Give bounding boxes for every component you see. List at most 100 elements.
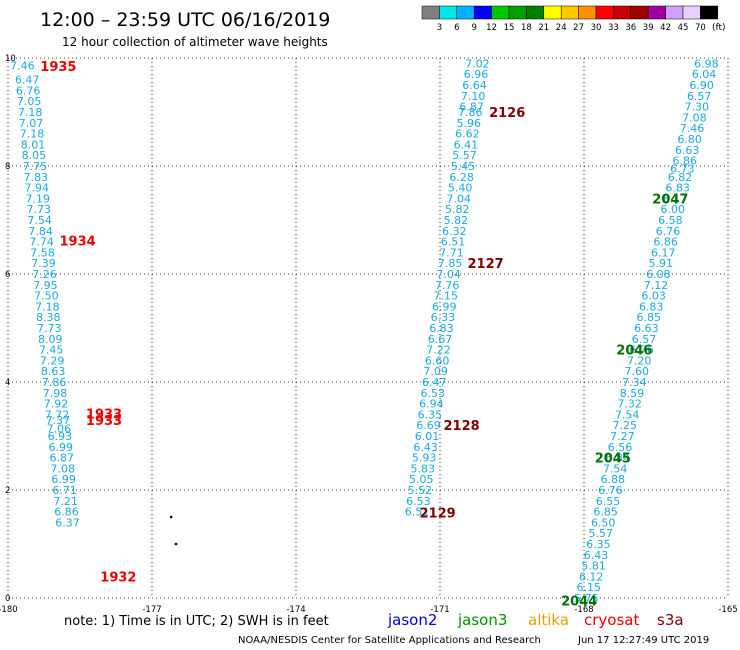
wave-height-value: 6.86 <box>54 506 79 519</box>
wave-height-value: 6.86 <box>673 155 698 168</box>
wave-height-value: 7.08 <box>50 462 75 475</box>
wave-height-value: 5.83 <box>410 462 435 475</box>
wave-height-value: 6.96 <box>464 68 489 81</box>
wave-height-value: 7.37 <box>46 414 71 427</box>
colorbar-swatch <box>665 5 684 20</box>
wave-height-value: 7.46 <box>10 60 35 73</box>
colorbar-swatch <box>647 5 666 20</box>
wave-height-value: 5.96 <box>457 117 482 130</box>
wave-height-value: 7.29 <box>40 354 65 367</box>
colorbar-label: 33 <box>608 23 619 33</box>
pass-time-label: 2047 <box>652 192 688 207</box>
y-tick-label: 4 <box>5 378 10 388</box>
wave-height-value: 7.09 <box>423 365 448 378</box>
wave-height-value: 6.63 <box>675 144 700 157</box>
wave-height-value: 6.08 <box>646 268 671 281</box>
wave-height-value: 7.71 <box>439 246 464 259</box>
colorbar-swatch <box>439 5 458 20</box>
colorbar: 3 6 9 12 15 18 21 24 27 30 33 36 39 42 45 70 <box>421 5 719 33</box>
colorbar-swatch <box>508 5 527 20</box>
satellite-legend-item: s3a <box>657 611 684 629</box>
wave-height-value: 6.64 <box>462 79 487 92</box>
colorbar-label: 39 <box>643 23 654 33</box>
colorbar-swatch <box>700 5 719 20</box>
wave-height-value: 6.63 <box>634 322 659 335</box>
colorbar-label: 15 <box>504 23 515 33</box>
colorbar-swatch <box>473 5 492 20</box>
wave-height-value: 6.93 <box>48 430 73 443</box>
wave-height-value: 6.83 <box>639 300 664 313</box>
wave-height-value: 6.67 <box>428 333 453 346</box>
wave-height-value: 6.32 <box>442 225 467 238</box>
wave-height-value: 5.52 <box>408 484 433 497</box>
colorbar-label: 42 <box>660 23 671 33</box>
wave-height-value: 6.80 <box>677 133 702 146</box>
wave-height-value: 5.82 <box>445 203 470 216</box>
colorbar-label: 27 <box>573 23 584 33</box>
pass-time-label: 2044 <box>561 595 597 610</box>
satellite-legend-item: jason2 <box>387 611 437 629</box>
wave-height-value: 6.03 <box>641 290 666 303</box>
wave-height-value: 6.76 <box>656 225 681 238</box>
wave-height-value: 7.46 <box>680 122 705 135</box>
wave-height-value: 7.07 <box>19 117 44 130</box>
data-marks: 7.466.476.767.057.187.077.188.018.057.75… <box>10 57 719 609</box>
wave-height-value: 6.35 <box>418 408 443 421</box>
wave-height-value: 6.57 <box>632 333 657 346</box>
colorbar-label: 21 <box>538 23 549 33</box>
wave-height-value: 6.83 <box>665 182 690 195</box>
y-tick-label: 6 <box>5 270 10 280</box>
wave-height-value: 7.18 <box>35 300 60 313</box>
wave-height-value: 6.73 <box>670 163 695 176</box>
wave-height-value: 6.99 <box>432 300 457 313</box>
wave-height-value: 7.30 <box>685 101 710 114</box>
wave-height-value: 5.57 <box>452 149 477 162</box>
wave-height-value: 7.06 <box>47 422 72 435</box>
colorbar-label: 3 <box>437 23 442 33</box>
colorbar-swatch <box>526 5 545 20</box>
wave-height-value: 7.08 <box>682 111 707 124</box>
wave-height-value: 6.85 <box>637 311 662 324</box>
grid <box>7 57 729 599</box>
wave-height-value: 6.41 <box>454 138 479 151</box>
wave-height-value: 7.73 <box>26 203 51 216</box>
wave-height-value: 7.25 <box>613 419 638 432</box>
wave-height-value: 5.93 <box>412 452 437 465</box>
wave-height-value: 7.18 <box>18 106 43 119</box>
wave-height-value: 7.86 <box>458 106 483 119</box>
wave-height-value: 7.85 <box>438 257 463 270</box>
wave-height-value: 7.86 <box>42 376 67 389</box>
colorbar-swatch <box>421 5 440 20</box>
wave-height-value: 7.19 <box>26 192 51 205</box>
colorbar-label: 12 <box>486 23 497 33</box>
wave-height-value: 7.74 <box>29 236 54 249</box>
track-2044-2047: 6.986.046.906.577.307.087.466.806.636.86… <box>561 57 719 609</box>
colorbar-label: 36 <box>625 23 636 33</box>
wave-height-value: 7.02 <box>465 57 490 70</box>
wave-height-value: 6.76 <box>629 344 654 357</box>
wave-height-value: 6.04 <box>692 68 717 81</box>
wave-height-value: 7.73 <box>37 322 62 335</box>
x-tick-label: -174 <box>286 605 305 615</box>
wave-height-value: 7.75 <box>23 160 48 173</box>
wave-height-value: 6.87 <box>459 101 484 114</box>
wave-height-value: 5.81 <box>581 560 606 573</box>
colorbar-swatch <box>456 5 475 20</box>
colorbar-swatch <box>595 5 614 20</box>
wave-height-value: 7.58 <box>30 246 55 259</box>
wave-height-value: 6.35 <box>586 538 611 551</box>
pass-time-label: 2129 <box>420 507 456 522</box>
satellite-legend: jason2 jason3 altika cryosat s3a <box>387 611 684 629</box>
wave-height-value: 7.83 <box>24 171 49 184</box>
wave-height-value: 6.85 <box>593 506 618 519</box>
wave-height-value: 7.04 <box>446 192 471 205</box>
x-tick-label: -180 <box>0 605 18 615</box>
wave-height-value: 7.45 <box>39 344 64 357</box>
wave-height-value: 7.21 <box>53 495 78 508</box>
colorbar-label: 6 <box>454 23 459 33</box>
data-point-dot <box>169 515 173 519</box>
pass-time-label: 1933 <box>86 407 122 422</box>
wave-height-value: 6.57 <box>687 90 712 103</box>
wave-height-value: 6.58 <box>658 214 683 227</box>
wave-height-value: 6.76 <box>598 484 623 497</box>
